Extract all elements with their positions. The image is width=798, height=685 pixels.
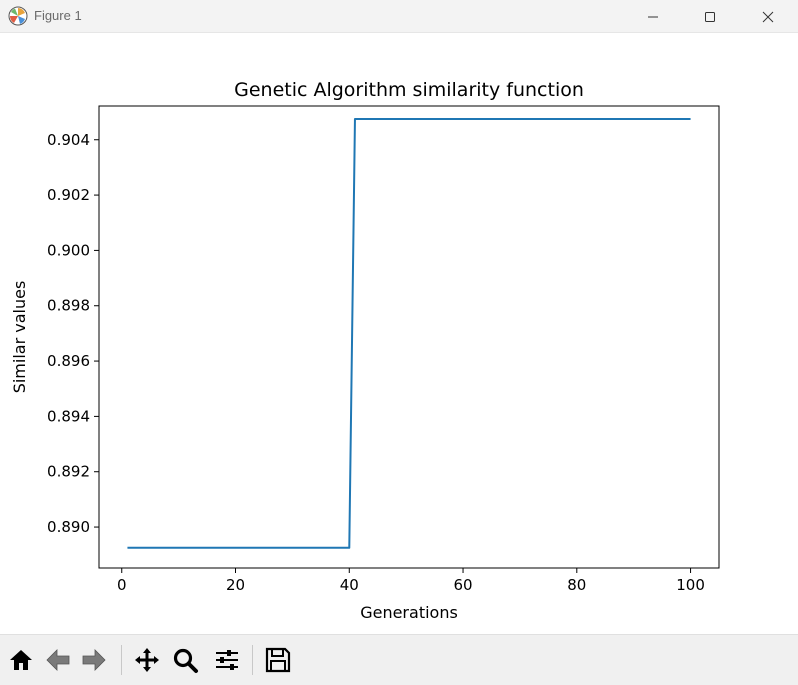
maximize-button[interactable] (687, 0, 733, 33)
series-line (127, 118, 691, 549)
forward-button[interactable] (77, 643, 111, 677)
y-tick-label: 0.902 (47, 186, 90, 204)
window-title: Figure 1 (34, 8, 82, 23)
x-tick-label: 60 (453, 576, 472, 594)
y-tick-label: 0.894 (47, 407, 90, 425)
home-button[interactable] (4, 643, 38, 677)
home-icon (10, 650, 32, 670)
plot-area (98, 105, 720, 569)
navigation-toolbar (0, 634, 798, 685)
y-tick-label: 0.904 (47, 131, 90, 149)
y-tick-label: 0.898 (47, 297, 90, 315)
close-icon (762, 11, 774, 22)
y-tick-label: 0.890 (47, 518, 90, 536)
toolbar-separator (121, 645, 122, 675)
y-tick-label: 0.892 (47, 463, 90, 481)
y-axis: 0.890 0.892 0.894 0.896 0.898 0.900 0.902 0.904 (47, 131, 99, 536)
maximize-icon (705, 11, 715, 22)
minimize-icon (648, 16, 658, 17)
series-layer (127, 118, 691, 549)
configure-subplots-button[interactable] (210, 643, 244, 677)
window-titlebar: Figure 1 (0, 0, 798, 33)
y-tick-label: 0.896 (47, 352, 90, 370)
floppy-disk-icon (265, 647, 291, 673)
pan-button[interactable] (130, 643, 164, 677)
x-tick-label: 20 (226, 576, 245, 594)
magnifier-icon (173, 648, 198, 673)
close-button[interactable] (745, 0, 791, 33)
chart-title: Genetic Algorithm similarity function (234, 79, 584, 101)
x-tick-label: 100 (676, 576, 705, 594)
arrow-left-icon (46, 649, 70, 671)
y-axis-label: Similar values (10, 281, 29, 394)
sliders-icon (216, 650, 238, 670)
x-tick-label: 40 (340, 576, 359, 594)
x-tick-label: 0 (117, 576, 127, 594)
x-axis: 0 20 40 60 80 100 (117, 568, 705, 594)
minimize-button[interactable] (630, 0, 676, 33)
toolbar-separator (252, 645, 253, 675)
figure-canvas[interactable]: Genetic Algorithm similarity function 0 2… (0, 34, 798, 634)
save-button[interactable] (261, 643, 295, 677)
line-chart: Genetic Algorithm similarity function 0 2… (10, 79, 720, 622)
arrow-right-icon (82, 649, 106, 671)
x-tick-label: 80 (567, 576, 586, 594)
back-button[interactable] (41, 643, 75, 677)
zoom-button[interactable] (168, 643, 202, 677)
matplotlib-logo-icon (8, 6, 28, 26)
x-axis-label: Generations (360, 603, 458, 622)
move-icon (135, 648, 159, 672)
y-tick-label: 0.900 (47, 241, 90, 259)
